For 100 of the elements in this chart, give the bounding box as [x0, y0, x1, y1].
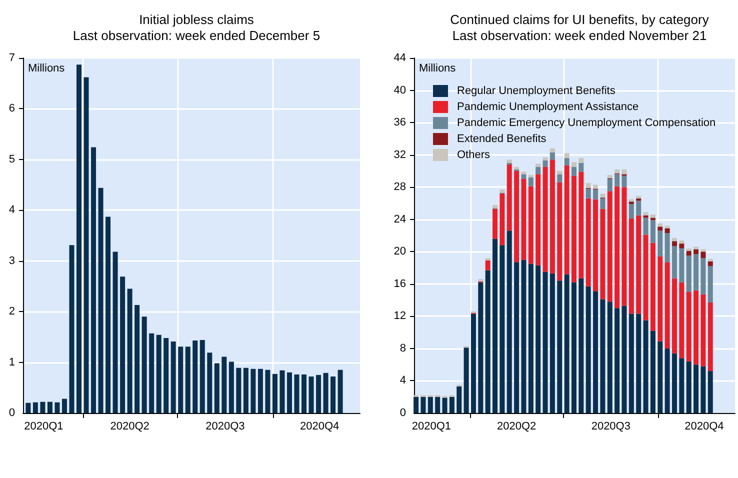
bar	[643, 212, 648, 216]
bar	[586, 198, 591, 286]
bar	[536, 166, 541, 174]
bar	[112, 252, 118, 413]
bar	[614, 174, 620, 186]
y-axis-title: Millions	[28, 62, 66, 74]
bar	[500, 194, 505, 246]
bar	[686, 248, 692, 251]
bar	[650, 330, 656, 413]
bar	[571, 162, 576, 167]
bar	[207, 352, 212, 413]
bar	[91, 147, 96, 413]
bar	[679, 240, 684, 244]
bar	[200, 340, 205, 413]
y-tick-label: 2	[8, 306, 15, 318]
bar	[428, 396, 433, 413]
bar	[694, 364, 699, 413]
bar	[265, 370, 270, 413]
bar	[636, 215, 642, 314]
x-tick-label: 2020Q2	[110, 420, 150, 432]
bar	[622, 176, 627, 188]
bar	[700, 252, 706, 258]
bar	[636, 198, 642, 201]
bar	[528, 264, 534, 413]
bar	[664, 228, 670, 234]
bar	[500, 190, 505, 193]
bar	[586, 188, 591, 198]
bar	[686, 256, 692, 292]
bar	[542, 157, 548, 160]
bar	[228, 362, 234, 413]
bar	[521, 174, 526, 180]
bar	[679, 244, 684, 248]
bar	[658, 230, 663, 256]
bar	[628, 202, 634, 204]
bar	[571, 176, 576, 282]
bar	[643, 215, 648, 218]
bar	[593, 199, 598, 292]
bar	[84, 77, 89, 413]
bar	[470, 314, 476, 413]
x-tick-label: 2020Q3	[591, 420, 630, 432]
bar	[664, 233, 670, 262]
bar	[700, 258, 706, 294]
bar	[500, 245, 505, 413]
bar	[514, 170, 520, 262]
bar	[593, 184, 598, 189]
bar	[679, 282, 684, 358]
bar	[308, 376, 314, 413]
y-tick-label: 40	[394, 84, 406, 96]
bar	[700, 249, 706, 252]
bar	[571, 166, 576, 176]
bar	[658, 223, 663, 227]
bar	[600, 208, 606, 300]
bar	[485, 260, 490, 270]
bar	[506, 164, 512, 231]
bar	[514, 262, 520, 413]
bar	[338, 370, 343, 413]
bar	[686, 292, 692, 362]
bar	[578, 172, 584, 278]
bar	[600, 299, 606, 413]
bar	[236, 368, 242, 413]
bar	[578, 278, 584, 413]
bar	[272, 374, 278, 413]
bar	[69, 245, 74, 413]
bar	[643, 234, 648, 320]
y-tick-label: 6	[8, 102, 15, 115]
bar	[106, 216, 111, 413]
bar	[542, 166, 548, 272]
bar	[54, 402, 60, 413]
bar	[492, 238, 498, 413]
bar	[650, 214, 656, 218]
y-tick-label: 32	[394, 148, 406, 161]
bar	[622, 306, 627, 413]
bar	[521, 179, 526, 260]
x-tick-label: 2020Q4	[684, 420, 724, 432]
legend-label: Extended Benefits	[457, 133, 547, 145]
bar	[658, 341, 663, 413]
bar	[492, 208, 498, 239]
bar	[694, 249, 699, 254]
bar	[557, 174, 562, 182]
y-tick-label: 4	[8, 204, 15, 216]
bar	[550, 273, 555, 413]
y-tick-label: 28	[394, 181, 406, 194]
bar	[435, 396, 440, 413]
bar	[485, 258, 490, 261]
bar	[643, 218, 648, 235]
bar	[222, 356, 227, 413]
y-tick-label: 8	[400, 342, 406, 354]
bar	[564, 153, 570, 158]
bar	[564, 165, 570, 274]
bar	[528, 177, 534, 186]
bar	[700, 294, 706, 366]
bar	[514, 166, 520, 170]
bar	[672, 278, 677, 354]
bar	[694, 290, 699, 365]
bar	[98, 188, 104, 413]
y-tick-label: 0	[400, 407, 406, 419]
bar	[658, 226, 663, 231]
bar	[708, 266, 713, 302]
bar	[47, 402, 52, 413]
bar	[185, 346, 190, 413]
